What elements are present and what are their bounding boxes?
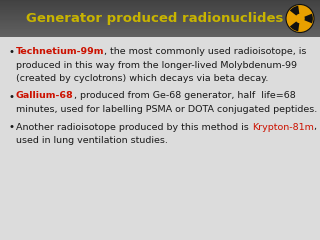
Text: ,: , bbox=[314, 122, 316, 132]
Circle shape bbox=[286, 5, 314, 32]
Text: Generator produced radionuclides: Generator produced radionuclides bbox=[26, 12, 284, 25]
Text: Technetium-99m: Technetium-99m bbox=[16, 47, 105, 56]
Text: •: • bbox=[8, 122, 14, 132]
Wedge shape bbox=[290, 21, 299, 31]
Text: , the most commonly used radioisotope, is: , the most commonly used radioisotope, i… bbox=[105, 47, 307, 56]
Text: used in lung ventilation studies.: used in lung ventilation studies. bbox=[16, 136, 168, 145]
Text: •: • bbox=[8, 47, 14, 57]
Text: minutes, used for labelling PSMA or DOTA conjugated peptides.: minutes, used for labelling PSMA or DOTA… bbox=[16, 105, 317, 114]
Text: •: • bbox=[8, 91, 14, 102]
Text: produced in this way from the longer-lived Molybdenum-99: produced in this way from the longer-liv… bbox=[16, 60, 297, 70]
Text: Gallium-68: Gallium-68 bbox=[16, 91, 74, 101]
Circle shape bbox=[297, 15, 303, 22]
Wedge shape bbox=[304, 14, 313, 23]
FancyBboxPatch shape bbox=[0, 37, 320, 240]
Text: Krypton-81m: Krypton-81m bbox=[252, 122, 314, 132]
Wedge shape bbox=[290, 6, 299, 16]
Text: Another radioisotope produced by this method is: Another radioisotope produced by this me… bbox=[16, 122, 252, 132]
Text: (created by cyclotrons) which decays via beta decay.: (created by cyclotrons) which decays via… bbox=[16, 74, 268, 83]
Text: , produced from Ge-68 generator, half  life=68: , produced from Ge-68 generator, half li… bbox=[74, 91, 295, 101]
